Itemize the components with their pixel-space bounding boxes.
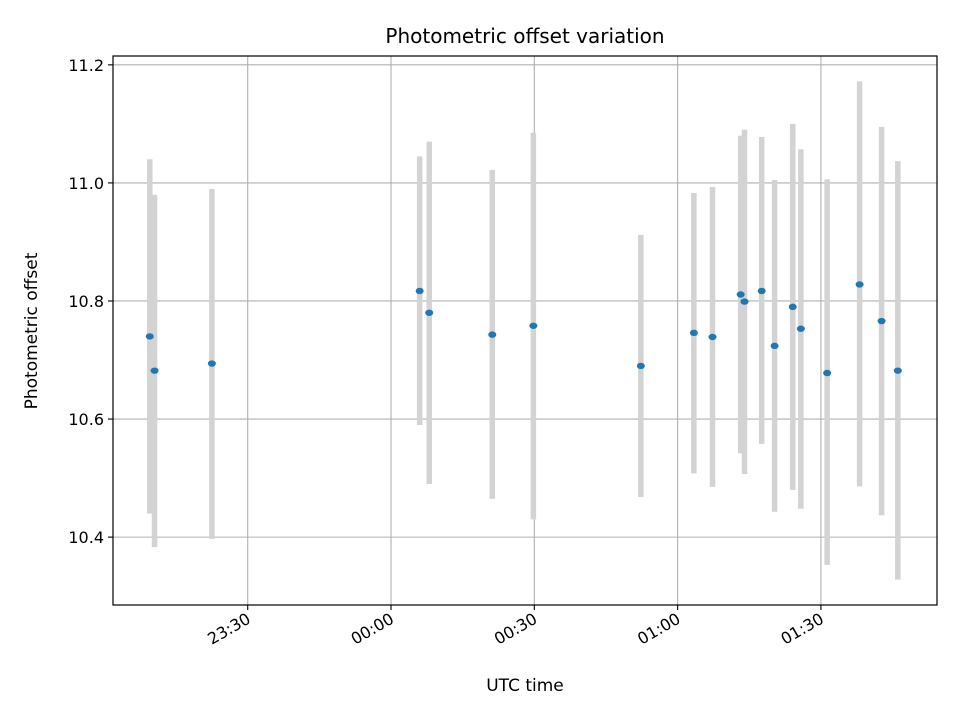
data-point [893,367,902,374]
plot-area-frame [112,55,938,606]
y-tick-label: 10.8 [68,292,104,311]
data-point [757,287,766,295]
x-axis-title: UTC time [486,676,564,696]
data-point [855,281,864,288]
y-tick-label: 11.0 [68,174,104,193]
data-point [145,333,154,340]
data-point [207,360,216,367]
data-point [150,367,159,374]
data-point [788,303,797,311]
y-tick-label: 10.4 [68,528,104,547]
chart-title: Photometric offset variation [385,24,664,48]
y-tick-label: 10.6 [68,410,104,429]
y-tick-label: 11.2 [68,56,104,75]
data-point [823,369,832,377]
data-point [740,298,749,305]
data-point [636,362,645,370]
y-axis-ticks: 10.4 10.6 10.8 11.0 11.2 [68,56,113,547]
data-point [796,325,805,332]
data-point [415,287,424,295]
data-point [529,322,538,329]
data-point [877,317,886,325]
data-point [770,342,779,350]
data-point [708,333,717,341]
y-axis-title: Photometric offset [22,252,42,409]
data-point [488,331,497,338]
data-point [736,291,745,298]
data-points [145,281,902,377]
data-point [689,329,698,337]
data-point [425,309,434,316]
